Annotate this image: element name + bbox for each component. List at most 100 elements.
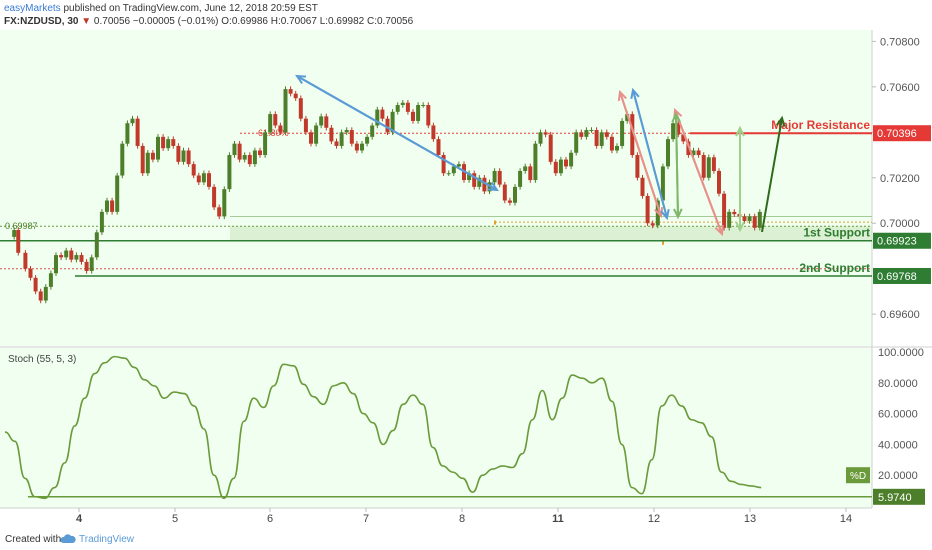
candle-body bbox=[666, 139, 670, 167]
candle-body bbox=[395, 105, 400, 112]
price-pane[interactable]: 0.69987 61.80% Major Resistance 1st Support… bbox=[0, 74, 872, 304]
close-value: C:0.70056 bbox=[366, 16, 414, 27]
blue-measure-arrow-2-head bbox=[630, 87, 640, 100]
pink-measure-arrow-2 bbox=[674, 109, 723, 235]
stoch-line bbox=[4, 355, 762, 500]
candle-body bbox=[523, 166, 528, 171]
time-tick-label: 6 bbox=[267, 513, 273, 525]
stoch-tick-label: 40.0000 bbox=[878, 439, 918, 451]
candle-body bbox=[370, 125, 375, 137]
time-axis[interactable]: 4 5 6 7 8 11 12 13 14 bbox=[76, 508, 852, 525]
tradingview-brand[interactable]: TradingView bbox=[79, 534, 135, 545]
candle-body bbox=[691, 150, 696, 156]
time-tick-label: 14 bbox=[840, 513, 852, 525]
candle-body bbox=[400, 102, 405, 106]
candle-body bbox=[135, 118, 140, 146]
stoch-pane[interactable]: Stoch (55, 5, 3) %D bbox=[4, 354, 872, 500]
candle-body bbox=[38, 291, 43, 301]
candle-body bbox=[273, 114, 278, 126]
projection-arrow bbox=[761, 117, 783, 233]
stoch-tick-label: 100.0000 bbox=[878, 347, 924, 359]
candle-body bbox=[380, 109, 385, 119]
chart-area[interactable]: 0.69987 61.80% Major Resistance 1st Support… bbox=[0, 0, 932, 530]
price-pane-background bbox=[0, 30, 872, 346]
candle-body bbox=[247, 155, 252, 165]
first-support-price-label: 0.69923 bbox=[877, 236, 917, 248]
publisher-name[interactable]: easyMarkets bbox=[4, 3, 61, 14]
candle-body bbox=[110, 200, 115, 212]
high-value: H:0.70067 bbox=[270, 16, 317, 27]
candle-body bbox=[23, 252, 28, 269]
candle-body bbox=[615, 145, 619, 151]
candle-body bbox=[201, 173, 206, 183]
candle-body bbox=[528, 166, 533, 181]
low-value: L:0.69982 bbox=[319, 16, 365, 27]
candle-body bbox=[635, 155, 640, 178]
candle-body bbox=[467, 173, 472, 181]
stoch-value-label: 5.9740 bbox=[878, 492, 912, 504]
candle-body bbox=[186, 150, 191, 165]
candle-body bbox=[411, 111, 415, 121]
candle-body bbox=[115, 175, 120, 212]
major-resistance-text: Major Resistance bbox=[771, 118, 870, 132]
candle-body bbox=[283, 89, 288, 133]
candle-body bbox=[196, 175, 201, 183]
green-measure-arrow-head bbox=[671, 111, 681, 123]
stoch-value-tag bbox=[873, 488, 925, 505]
stoch-pane-background bbox=[0, 348, 872, 508]
candle-body bbox=[242, 155, 247, 160]
candle-body bbox=[319, 116, 324, 126]
candle-body bbox=[252, 150, 257, 165]
stoch-tick-label: 20.0000 bbox=[878, 470, 918, 482]
candle-body bbox=[686, 141, 691, 156]
candle-body bbox=[584, 130, 589, 137]
price-tick-label: 0.70200 bbox=[880, 173, 920, 185]
candle-body bbox=[99, 211, 104, 233]
candle-body bbox=[441, 155, 446, 174]
major-resistance-price-label: 0.70396 bbox=[877, 128, 917, 140]
candle-body bbox=[405, 102, 410, 112]
candle-body bbox=[349, 130, 354, 144]
candle-body bbox=[334, 141, 339, 146]
candle-body bbox=[181, 150, 186, 162]
candle-body bbox=[513, 186, 517, 203]
candle-body bbox=[145, 152, 150, 174]
fib-label: 61.80% bbox=[258, 128, 289, 138]
blue-measure-arrow-2 bbox=[632, 89, 668, 219]
created-with-text: Created with bbox=[5, 534, 62, 545]
candle-body bbox=[329, 127, 334, 142]
candle-body bbox=[217, 207, 222, 217]
candle-body bbox=[752, 216, 757, 228]
pink-measure-arrow bbox=[619, 91, 662, 217]
time-tick-label: 4 bbox=[76, 513, 83, 525]
published-text: published on TradingView.com, June 12, 2… bbox=[63, 3, 318, 14]
second-support-text: 2nd Support bbox=[799, 261, 870, 275]
candle-body bbox=[431, 125, 436, 140]
candle-body bbox=[747, 216, 752, 221]
candle-body bbox=[727, 211, 732, 228]
candle-body bbox=[48, 273, 53, 287]
chart-header: easyMarkets published on TradingView.com… bbox=[0, 0, 932, 30]
candle-body bbox=[706, 157, 711, 178]
candle-body bbox=[620, 120, 625, 146]
footer: Created with TradingView bbox=[0, 530, 932, 550]
price-tick-label: 0.70000 bbox=[880, 218, 920, 230]
candle-body bbox=[676, 123, 681, 135]
last-price: 0.70056 bbox=[93, 16, 131, 27]
stoch-tick-label: 60.0000 bbox=[878, 409, 918, 421]
price-tick-label: 0.69600 bbox=[880, 309, 920, 321]
support-zone bbox=[230, 226, 872, 241]
stoch-axis[interactable]: 100.0000 80.0000 60.0000 40.0000 20.0000 5.97… bbox=[873, 347, 925, 505]
candle-body bbox=[609, 136, 614, 151]
candle-body bbox=[161, 136, 166, 149]
candle-body bbox=[477, 177, 482, 187]
candle-body bbox=[227, 155, 232, 190]
candle-body bbox=[594, 130, 599, 146]
price-axis[interactable]: 0.708000.706000.704000.702000.700000.696… bbox=[872, 36, 931, 321]
candle-body bbox=[28, 268, 33, 278]
candle-body bbox=[543, 132, 548, 135]
candle-body bbox=[416, 105, 421, 121]
candle-body bbox=[16, 230, 21, 253]
candle-body bbox=[482, 177, 487, 192]
open-value: O:0.69986 bbox=[221, 16, 268, 27]
